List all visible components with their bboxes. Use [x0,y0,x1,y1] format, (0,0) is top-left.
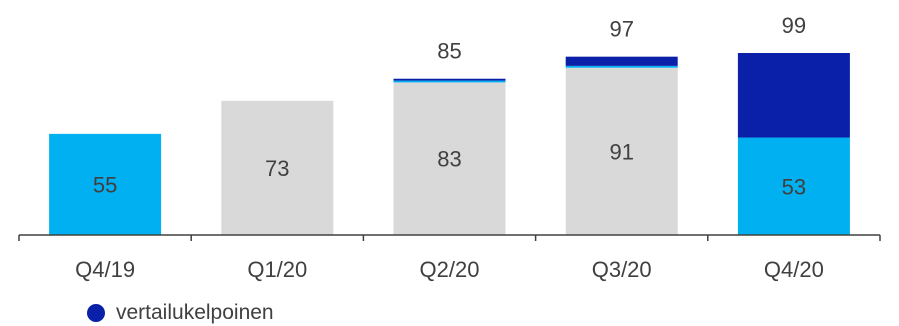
bar-segment [49,133,162,235]
bar-segment [393,80,506,83]
legend-swatch-circle-icon [87,304,105,322]
bar-segment [565,67,678,236]
x-tick-label: Q3/20 [592,257,652,282]
bar-value-label: 73 [265,156,289,181]
legend: vertailukelpoinen [87,300,274,326]
bar-value-label: 55 [93,172,117,197]
bar-segment [737,53,850,138]
x-tick-label: Q4/20 [764,257,824,282]
bar-segment [565,56,678,66]
bar-chart: 55 73 83 85 91 97 53 99 Q4/19 Q1/20 Q2/20 Q3/20 Q4/2… [18,13,881,282]
bar-segment [221,100,334,236]
bar-total-label: 99 [782,13,806,38]
bar-segment [393,82,506,235]
bar-total-label: 97 [609,17,633,42]
x-tick-label: Q4/19 [75,257,135,282]
legend-label: vertailukelpoinen [116,301,274,324]
bar-segment [565,65,678,68]
bar-segment [393,78,506,81]
bar-value-label: 83 [437,147,461,172]
bar-segment [737,137,850,235]
x-tick-label: Q1/20 [247,257,307,282]
bar-total-label: 85 [437,39,461,64]
bar-value-label: 53 [782,174,806,199]
bar-value-label: 91 [609,139,633,164]
x-tick-label: Q2/20 [420,257,480,282]
